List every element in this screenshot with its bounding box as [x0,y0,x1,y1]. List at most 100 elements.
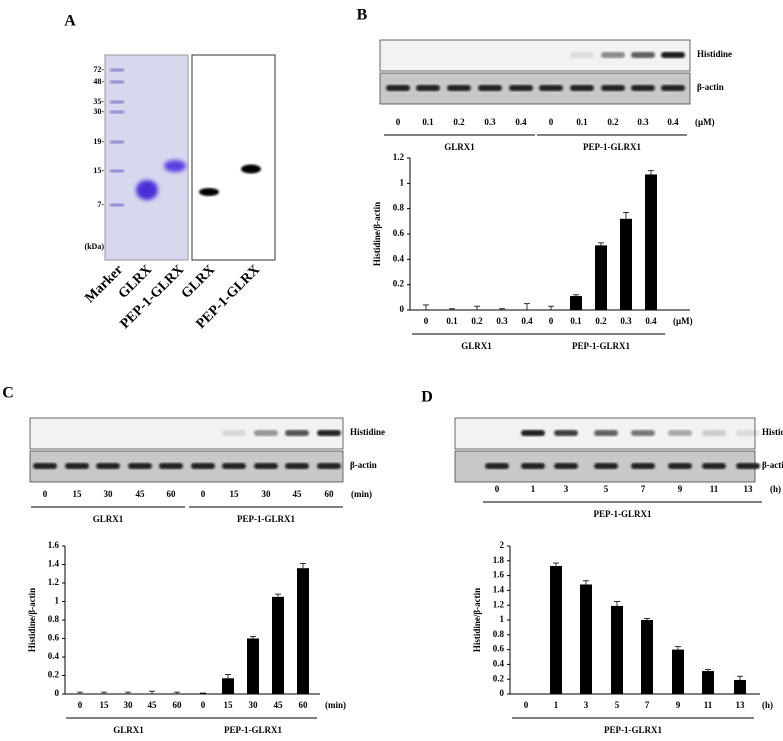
lane-label: 13 [744,484,754,494]
y-tick-label: 1 [55,596,60,606]
x-tick-label: 1 [554,700,559,710]
actin-band [96,463,120,469]
y-tick-label: 0 [55,688,60,698]
bar [734,679,746,694]
x-tick-label: 0 [201,700,206,710]
lane-label: 0.4 [667,117,679,127]
group-label: PEP-1-GLRX1 [572,341,630,351]
actin-band [33,463,57,469]
lane-label: Marker [83,262,127,306]
y-tick-label: 1.4 [48,559,60,569]
actin-band [668,463,692,469]
marker-band [110,203,124,207]
lane-label: 30 [104,489,114,499]
lane-label: GLRX [179,262,218,301]
x-tick-label: 0.4 [645,316,657,326]
marker-label: 7- [97,200,104,209]
lane-label: 0.2 [607,117,619,127]
histidine-band [521,430,545,436]
panel-letter: A [64,13,76,30]
x-tick-label: 45 [274,700,284,710]
actin-band [661,85,685,91]
marker-label: 35- [93,97,104,106]
marker-label: 15- [93,166,104,175]
blot-row-label: β-actin [762,460,783,470]
group-label: PEP-1-GLRX1 [224,725,282,735]
bar [672,649,684,694]
gel-band [136,180,158,200]
group-label: GLRX1 [461,341,492,351]
y-tick-label: 0.2 [493,673,505,683]
lane-label: 0.1 [422,117,434,127]
lane-label: 45 [136,489,146,499]
histidine-band [317,430,341,436]
x-tick-label: 0.2 [595,316,607,326]
y-tick-label: 1.6 [493,570,505,580]
y-tick-label: 1.8 [493,555,505,565]
x-tick-label: 5 [615,700,620,710]
lane-label: 60 [325,489,335,499]
actin-band [631,463,655,469]
y-tick-label: 0.6 [393,228,405,238]
histidine-band [702,430,726,436]
y-tick-label: 1.4 [493,584,505,594]
x-tick-label: 0.3 [496,316,508,326]
x-tick-label: 30 [124,700,134,710]
actin-band [521,463,545,469]
x-tick-label: 0 [524,700,529,710]
group-label: GLRX1 [113,725,144,735]
actin-band [570,85,594,91]
lane-label: 0 [495,484,500,494]
lane-label: 0 [43,489,48,499]
lane-label: 0.2 [453,117,465,127]
lane-label: 0 [396,117,401,127]
histidine-band [594,430,618,436]
panel-letter: D [421,389,433,406]
x-tick-label: 45 [148,700,158,710]
actin-band [285,463,309,469]
histidine-band [736,430,760,436]
actin-band [554,463,578,469]
y-axis-label: Histidine/β-actin [372,202,382,266]
unit-label: (h) [762,700,773,710]
lane-label: 0.3 [637,117,649,127]
unit-label: (μM) [695,117,715,127]
marker-label: 19- [93,137,104,146]
marker-band [110,100,124,104]
marker-band [110,68,124,72]
y-tick-label: 0.8 [393,203,405,213]
x-tick-label: 13 [736,700,746,710]
unit-label: (min) [325,700,346,710]
bar [620,218,632,310]
marker-band [110,80,124,84]
bar [272,596,284,694]
lane-label: 9 [678,484,683,494]
x-tick-label: 0.1 [570,316,582,326]
histidine-band [570,52,594,58]
bar [297,568,309,694]
group-label: GLRX1 [93,514,124,524]
actin-band [594,463,618,469]
group-label: PEP-1-GLRX1 [594,509,652,519]
x-tick-label: 0.2 [471,316,483,326]
lane-label: 0.4 [515,117,527,127]
lane-label: 15 [230,489,240,499]
y-tick-label: 0.8 [48,614,60,624]
group-label: GLRX1 [444,142,475,152]
group-label: PEP-1-GLRX1 [604,725,662,735]
histidine-band [222,430,246,436]
actin-band [539,85,563,91]
x-tick-label: 11 [704,700,713,710]
gel-coomassie [104,54,189,261]
actin-band [478,85,502,91]
blot-row-label: Histidine [762,427,783,437]
x-tick-label: 15 [100,700,110,710]
lane-label: 60 [167,489,177,499]
x-tick-label: 7 [645,700,650,710]
y-tick-label: 0.8 [493,629,505,639]
actin-band [509,85,533,91]
actin-band [386,85,410,91]
marker-label: 48- [93,77,104,86]
actin-band [702,463,726,469]
lane-label: 0.3 [484,117,496,127]
